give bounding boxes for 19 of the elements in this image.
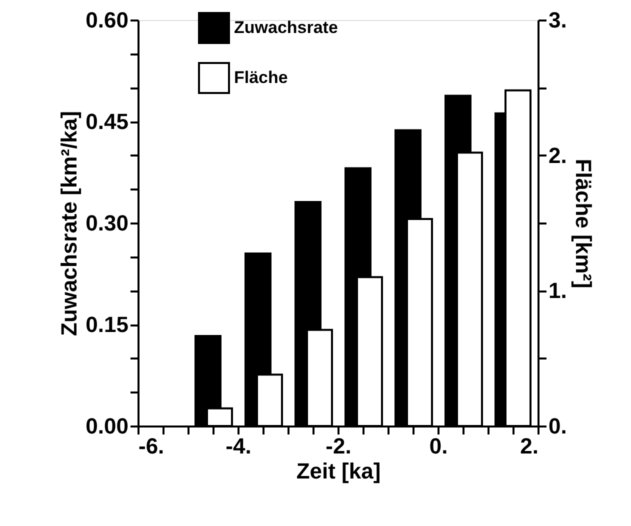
x-tick-label: 2. [520,434,538,458]
y2-tick-label: 2. [548,142,567,168]
y-tick-label: 0.00 [86,414,128,438]
x-axis-title: Zeit [ka] [296,458,381,484]
x-tick-label: -6. [138,434,164,458]
y-tick-label: 0.30 [86,210,128,236]
x-tick-label: -4. [226,434,252,458]
legend-label: Fläche [234,68,288,87]
y2-tick-label: 3. [548,8,567,32]
x-tick-label: -2. [326,434,352,458]
y-axis-title: Zuwachsrate [km²/ka] [56,111,82,336]
x-tick-label: 0. [429,434,448,458]
legend-label: Zuwachsrate [234,18,338,37]
y-tick-label: 0.60 [86,8,128,32]
y2-tick-label: 1. [548,278,567,304]
y2-axis-title: Fläche [km²] [570,158,596,288]
y2-tick-label: 0. [548,414,567,438]
y-tick-label: 0.45 [86,109,128,134]
y-tick-label: 0.15 [86,312,128,337]
